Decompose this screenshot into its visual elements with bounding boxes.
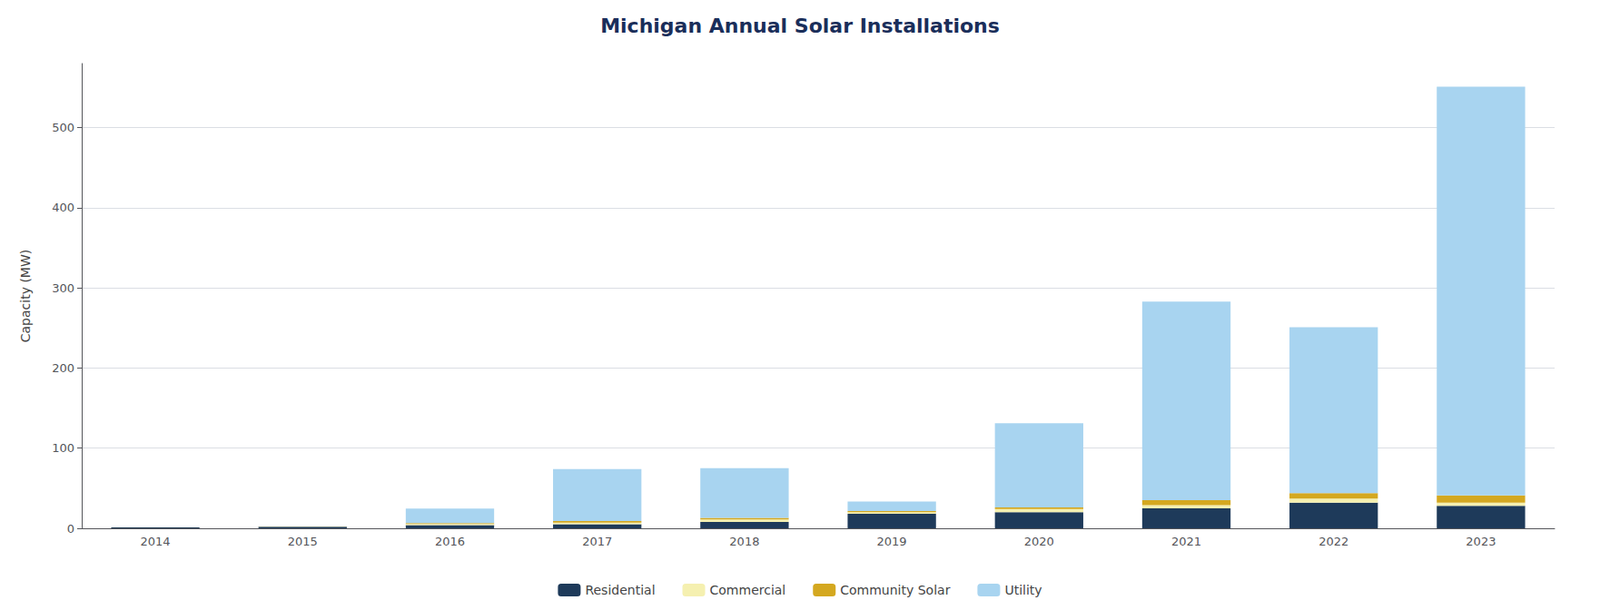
svg-text:200: 200 xyxy=(51,361,75,376)
svg-text:2023: 2023 xyxy=(1465,534,1496,549)
svg-text:2021: 2021 xyxy=(1171,534,1202,549)
svg-text:2016: 2016 xyxy=(434,534,465,549)
svg-text:2018: 2018 xyxy=(729,534,760,549)
svg-text:Commercial: Commercial xyxy=(710,582,787,598)
svg-text:Michigan Annual Solar Installa: Michigan Annual Solar Installations xyxy=(600,14,1000,38)
svg-text:Residential: Residential xyxy=(584,582,655,598)
svg-text:400: 400 xyxy=(51,200,75,215)
svg-text:2015: 2015 xyxy=(287,534,318,549)
svg-text:Utility: Utility xyxy=(1004,582,1042,598)
svg-text:100: 100 xyxy=(51,441,75,455)
svg-text:2017: 2017 xyxy=(582,534,613,549)
svg-text:2022: 2022 xyxy=(1318,534,1349,549)
svg-text:300: 300 xyxy=(51,281,75,296)
svg-text:500: 500 xyxy=(51,120,75,135)
svg-text:2019: 2019 xyxy=(877,534,908,549)
svg-text:0: 0 xyxy=(67,522,75,536)
svg-text:Capacity (MW): Capacity (MW) xyxy=(18,249,33,343)
svg-text:2020: 2020 xyxy=(1024,534,1055,549)
svg-text:Community Solar: Community Solar xyxy=(839,582,950,598)
svg-text:2014: 2014 xyxy=(140,534,171,549)
